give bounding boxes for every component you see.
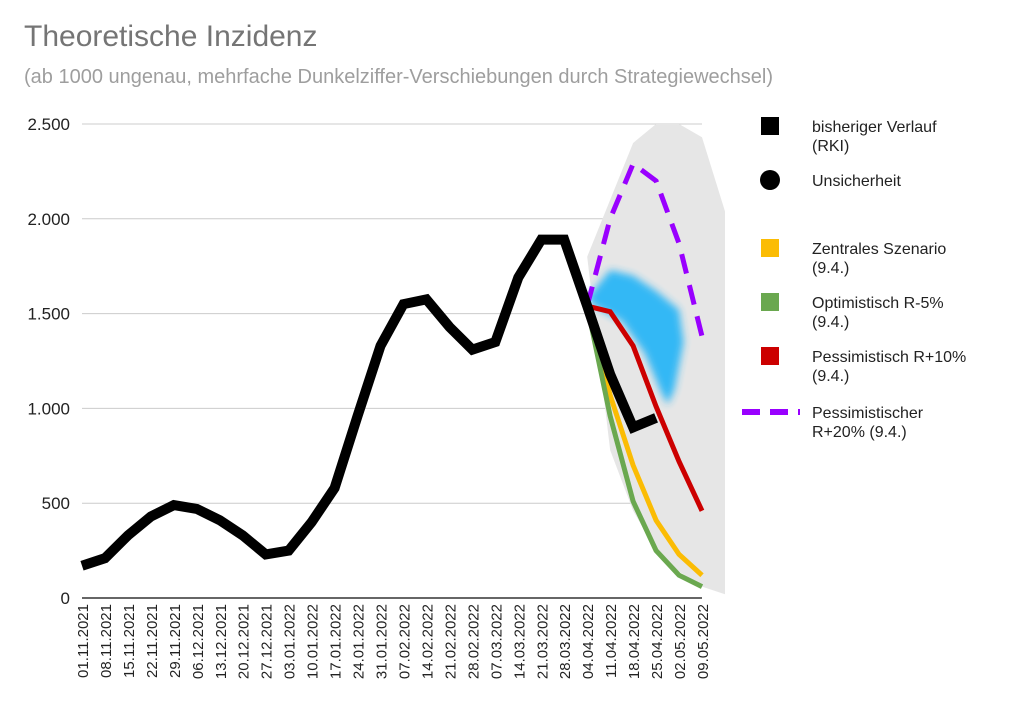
legend-label: (9.4.): [812, 314, 849, 331]
x-tick-label: 11.04.2022: [603, 604, 620, 678]
x-tick-label: 07.03.2022: [488, 604, 505, 679]
chart-subtitle: (ab 1000 ungenau, mehrfache Dunkelziffer…: [24, 66, 773, 88]
legend-label: Pessimistisch R+10%: [812, 349, 966, 366]
chart-title: Theoretische Inzidenz: [24, 20, 318, 53]
legend-label: Unsicherheit: [812, 173, 901, 190]
x-tick-label: 28.03.2022: [557, 604, 574, 679]
x-tick-label: 24.01.2022: [351, 604, 368, 679]
x-tick-label: 06.12.2021: [190, 604, 207, 679]
legend-label: (9.4.): [812, 368, 849, 385]
y-tick-label: 2.000: [27, 210, 70, 229]
x-tick-label: 08.11.2021: [98, 604, 115, 678]
legend-label: bisheriger Verlauf: [812, 119, 937, 136]
x-tick-label: 04.04.2022: [580, 604, 597, 679]
blue-region: [587, 269, 684, 405]
y-tick-label: 0: [61, 589, 70, 608]
legend-swatch: [760, 170, 780, 190]
x-tick-label: 29.11.2021: [167, 604, 184, 678]
x-tick-label: 13.12.2021: [213, 604, 230, 679]
y-tick-label: 500: [42, 494, 70, 513]
x-tick-label: 10.01.2022: [305, 604, 322, 679]
legend-label: (9.4.): [812, 260, 849, 277]
x-tick-label: 20.12.2021: [236, 604, 253, 679]
y-tick-label: 1.500: [27, 305, 70, 324]
legend: bisheriger Verlauf (RKI) Unsicherheit Zentr…: [742, 117, 966, 441]
legend-swatch: [761, 117, 779, 135]
x-tick-label: 31.01.2022: [374, 604, 391, 679]
y-tick-label: 2.500: [27, 115, 70, 134]
x-tick-label: 02.05.2022: [672, 604, 689, 679]
x-tick-label: 07.02.2022: [396, 604, 413, 679]
x-tick-label: 14.02.2022: [419, 604, 436, 679]
x-tick-label: 01.11.2021: [75, 604, 92, 678]
legend-label: Zentrales Szenario: [812, 241, 946, 258]
x-tick-label: 21.03.2022: [534, 604, 551, 679]
legend-swatch: [761, 239, 779, 257]
x-tick-label: 17.01.2022: [328, 604, 345, 679]
x-tick-label: 22.11.2021: [144, 604, 161, 678]
x-tick-label: 15.11.2021: [121, 604, 138, 678]
x-tick-label: 03.01.2022: [282, 604, 299, 679]
x-tick-label: 09.05.2022: [695, 604, 712, 679]
legend-label: Pessimistischer: [812, 405, 924, 422]
series-line-optimistisch: [584, 305, 704, 589]
series-line-pessimistisch-20: [584, 159, 705, 337]
legend-swatch: [761, 347, 779, 365]
y-axis-ticks: 0 500 1.000 1.500 2.000 2.500: [27, 115, 70, 608]
series-lines: [80, 159, 705, 589]
x-tick-label: 21.02.2022: [442, 604, 459, 679]
x-axis-ticks: 01.11.2021 08.11.2021 15.11.2021 22.11.2021…: [75, 604, 712, 679]
series-line-zentral: [584, 305, 704, 578]
legend-label: R+20% (9.4.): [812, 424, 907, 441]
y-tick-label: 1.000: [27, 399, 70, 418]
legend-label: (RKI): [812, 138, 849, 155]
x-tick-label: 14.03.2022: [511, 604, 528, 679]
series-line-rki: [80, 234, 658, 571]
legend-label: Optimistisch R-5%: [812, 295, 944, 312]
series-line-pessimistisch-10: [586, 303, 705, 512]
x-tick-label: 28.02.2022: [465, 604, 482, 679]
x-tick-label: 25.04.2022: [649, 604, 666, 679]
legend-swatch: [761, 293, 779, 311]
x-tick-label: 27.12.2021: [259, 604, 276, 679]
x-tick-label: 18.04.2022: [626, 604, 643, 679]
